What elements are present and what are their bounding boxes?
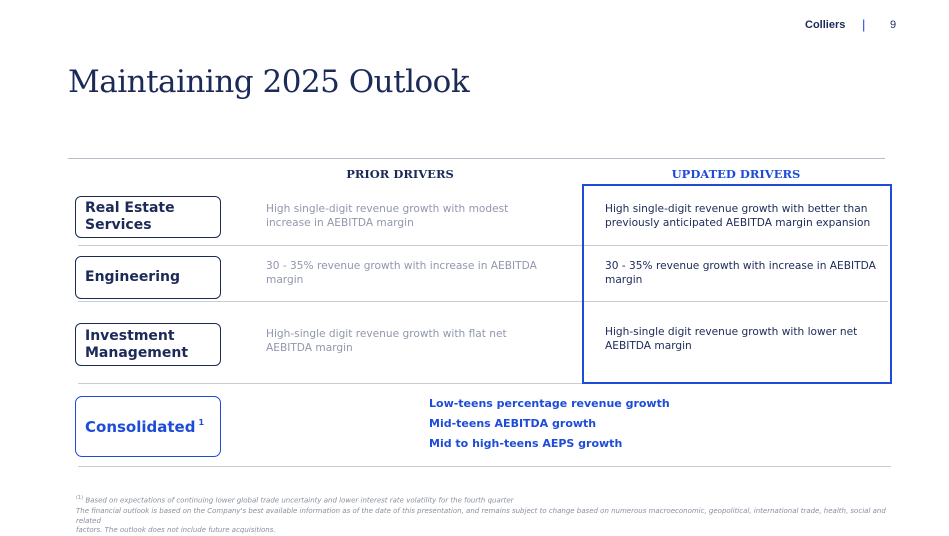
segment-label-line: Real Estate <box>85 200 175 216</box>
text-line: High single-digit revenue growth with be… <box>605 203 868 215</box>
header-separator: | <box>862 17 866 32</box>
footnote-text: Based on expectations of continuing lowe… <box>85 496 514 505</box>
prior-driver-investment-management: High-single digit revenue growth with fl… <box>266 328 507 355</box>
updated-driver-real-estate-services: High single-digit revenue growth with be… <box>605 203 870 230</box>
updated-drivers-highlight <box>582 184 892 384</box>
consolidated-label-text: Consolidated <box>85 417 196 436</box>
prior-driver-real-estate-services: High single-digit revenue growth with mo… <box>266 203 508 230</box>
segment-label-real-estate-services: Real Estate Services <box>75 196 221 238</box>
consolidated-outlook-aeps: Mid to high-teens AEPS growth <box>429 437 623 450</box>
bottom-divider <box>78 466 891 467</box>
text-line: 30 - 35% revenue growth with increase in… <box>266 260 537 272</box>
segment-label-investment-management: Investment Management <box>75 323 221 366</box>
segment-label-line: Services <box>85 217 152 233</box>
updated-driver-engineering: 30 - 35% revenue growth with increase in… <box>605 260 876 287</box>
text-line: factors. The outlook does not include fu… <box>76 526 276 534</box>
segment-label-engineering: Engineering <box>75 256 221 299</box>
text-line: increase in AEBITDA margin <box>266 216 414 229</box>
consolidated-outlook-revenue: Low-teens percentage revenue growth <box>429 397 670 410</box>
text-line: previously anticipated AEBITDA margin ex… <box>605 216 871 229</box>
updated-driver-investment-management: High-single digit revenue growth with lo… <box>605 326 857 353</box>
text-line: The financial outlook is based on the Co… <box>76 507 886 525</box>
page-title: Maintaining 2025 Outlook <box>68 64 470 100</box>
segment-label-line: Engineering <box>85 269 180 285</box>
footnote-disclaimer: The financial outlook is based on the Co… <box>76 507 906 536</box>
text-line: margin <box>605 273 643 286</box>
text-line: AEBITDA margin <box>266 341 353 354</box>
text-line: High-single digit revenue growth with fl… <box>266 328 507 340</box>
text-line: AEBITDA margin <box>605 339 692 352</box>
segment-label-line: Management <box>85 344 189 361</box>
brand-name: Colliers <box>805 19 846 31</box>
row-divider <box>78 383 888 384</box>
footnote-marker: (1) <box>76 495 84 501</box>
consolidated-label: Consolidated 1 <box>75 396 221 457</box>
footnote-1: (1) Based on expectations of continuing … <box>76 494 906 506</box>
text-line: High-single digit revenue growth with lo… <box>605 326 858 338</box>
consolidated-outlook-aebitda: Mid-teens AEBITDA growth <box>429 417 597 430</box>
updated-drivers-heading: UPDATED DRIVERS <box>671 167 801 181</box>
prior-driver-engineering: 30 - 35% revenue growth with increase in… <box>266 260 537 287</box>
text-line: margin <box>266 273 304 286</box>
text-line: High single-digit revenue growth with mo… <box>266 203 509 215</box>
row-divider <box>78 301 888 302</box>
segment-label-line: Investment <box>85 327 175 344</box>
page-number: 9 <box>890 19 897 31</box>
text-line: 30 - 35% revenue growth with increase in… <box>605 260 876 272</box>
footnote-marker: 1 <box>198 418 205 427</box>
top-divider <box>68 158 885 159</box>
row-divider <box>78 245 888 246</box>
prior-drivers-heading: PRIOR DRIVERS <box>346 167 454 181</box>
